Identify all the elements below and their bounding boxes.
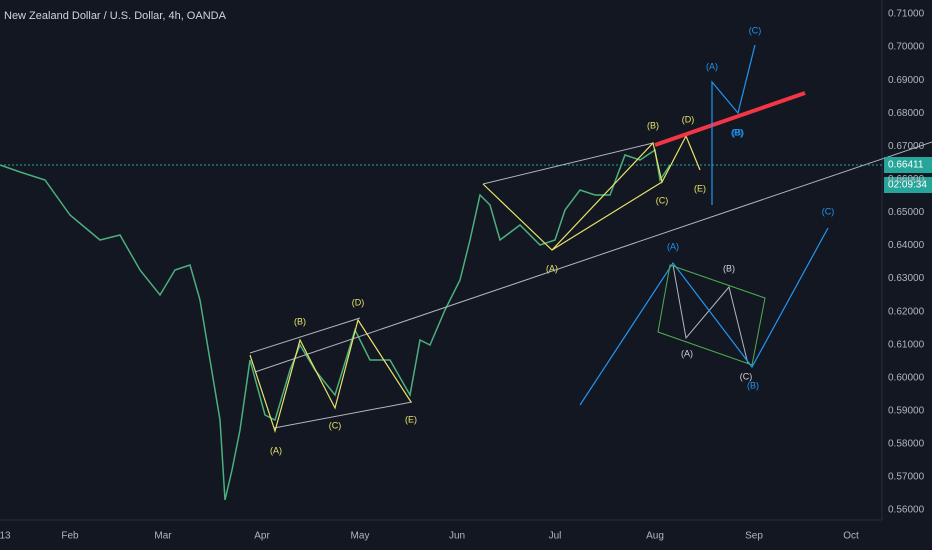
- wave-label: (A): [706, 61, 718, 71]
- time-label: Jun: [449, 531, 465, 542]
- price-tag-text: 0.66411: [888, 160, 924, 171]
- price-label: 0.59000: [888, 405, 925, 416]
- time-label: Oct: [843, 531, 859, 542]
- countdown-text: 02:09:34: [888, 180, 927, 191]
- price-label: 0.62000: [888, 306, 925, 317]
- price-label: 0.64000: [888, 240, 925, 251]
- time-label: Aug: [646, 531, 664, 542]
- price-label: 0.56000: [888, 505, 925, 516]
- wave-label: (C): [749, 25, 762, 35]
- resistance-line: [654, 91, 806, 147]
- price-label: 0.63000: [888, 273, 925, 284]
- wave-lines: [249, 134, 701, 434]
- price-label: 0.60000: [888, 372, 925, 383]
- time-label: Sep: [745, 531, 763, 542]
- wave-label: (A): [667, 241, 679, 251]
- time-label: May: [351, 531, 370, 542]
- wave-label: (B): [747, 380, 759, 390]
- price-tag: [884, 157, 932, 173]
- price-label: 0.66000: [888, 174, 925, 185]
- wave-label: (D): [352, 297, 365, 307]
- time-label: Feb: [61, 531, 79, 542]
- wave-label: (C): [740, 371, 753, 381]
- price-label: 0.58000: [888, 439, 925, 450]
- wave-label: (B): [647, 120, 659, 130]
- wave-label: (A): [270, 445, 282, 455]
- wave-label: (E): [694, 183, 706, 193]
- price-label: 0.57000: [888, 472, 925, 483]
- title: New Zealand Dollar / U.S. Dollar, 4h, OA…: [4, 10, 227, 22]
- wave-label: (A): [681, 348, 693, 358]
- price-label: 0.69000: [888, 75, 925, 86]
- trendlines: [249, 141, 932, 429]
- wave-label: (C): [822, 206, 835, 216]
- countdown-tag: [884, 177, 932, 193]
- price-label: 0.65000: [888, 207, 925, 218]
- wave-label: (B): [723, 263, 735, 273]
- wave-label: (C): [656, 195, 669, 205]
- price-label: 0.71000: [888, 9, 925, 20]
- wave-label: (B): [294, 316, 306, 326]
- price-label: 0.68000: [888, 108, 925, 119]
- wave-label: (E): [405, 414, 417, 424]
- price-label: 0.61000: [888, 339, 925, 350]
- wave-label: (D): [682, 114, 695, 124]
- wave-label: (B): [732, 127, 744, 137]
- time-label: Mar: [154, 531, 172, 542]
- box: [657, 264, 766, 366]
- price-label: 0.67000: [888, 141, 925, 152]
- projection-lines: [579, 44, 829, 406]
- price-label: 0.70000: [888, 42, 925, 53]
- wave-label: (A): [546, 263, 558, 273]
- time-label: Apr: [254, 531, 270, 542]
- wave-label: (B): [731, 127, 743, 137]
- time-label: 13: [0, 531, 11, 542]
- wave-label: (C): [329, 420, 342, 430]
- time-label: Jul: [549, 531, 562, 542]
